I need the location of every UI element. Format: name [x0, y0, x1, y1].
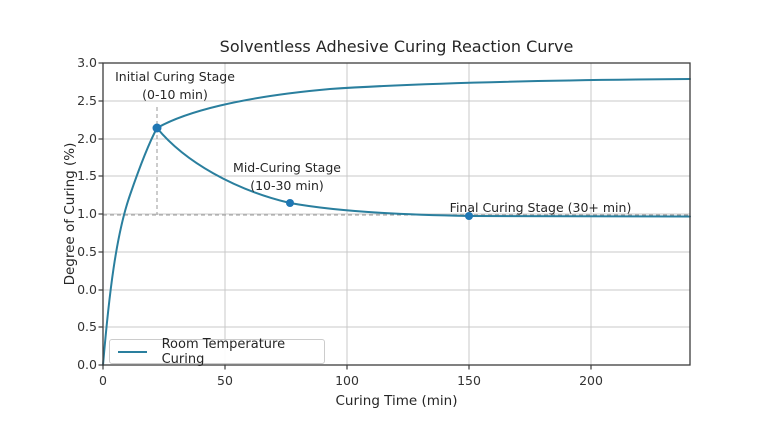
x-tick-label-4: 200 [579, 373, 603, 388]
initial-stage-point [152, 123, 162, 133]
annotation-initial-line2: (0-10 min) [142, 86, 208, 102]
final-stage-point [465, 212, 473, 220]
curve-rising [102, 127, 158, 366]
y-tick-label-8: 0.0 [77, 357, 97, 372]
y-tick-label-6: 0.0 [77, 282, 97, 297]
annotation-mid-line1: Mid-Curing Stage [233, 160, 341, 175]
x-tick-label-0: 0 [99, 373, 107, 388]
chart-title: Solventless Adhesive Curing Reaction Cur… [219, 37, 574, 56]
legend: Room Temperature Curing [109, 336, 325, 367]
y-tick-label-0: 3.0 [77, 55, 97, 70]
mid-stage-point [286, 199, 294, 207]
y-tick-label-7: 0.5 [77, 319, 97, 334]
x-tick-label-3: 150 [457, 373, 481, 388]
x-axis-label: Curing Time (min) [335, 393, 458, 409]
legend-label: Room Temperature Curing [161, 336, 286, 367]
annotation-mid-stage: Mid-Curing Stage (10-30 min) [207, 159, 367, 194]
annotation-final-stage: Final Curing Stage (30+ min) [449, 200, 632, 215]
annotation-initial-line1: Initial Curing Stage [115, 69, 235, 84]
x-tick-label-1: 50 [217, 373, 233, 388]
y-tick-label-4: 1.0 [77, 206, 97, 221]
y-tick-label-3: 1.5 [77, 168, 97, 183]
curve-upper-asymptote [156, 78, 691, 129]
y-tick-label-5: 0.5 [77, 244, 97, 259]
annotation-initial-stage: Initial Curing Stage (0-10 min) [95, 68, 255, 103]
x-tick-label-2: 100 [335, 373, 359, 388]
y-tick-label-1: 2.5 [77, 93, 97, 108]
annotation-mid-line2: (10-30 min) [250, 177, 324, 193]
y-tick-label-2: 2.0 [77, 131, 97, 146]
legend-line-swatch [118, 350, 147, 353]
